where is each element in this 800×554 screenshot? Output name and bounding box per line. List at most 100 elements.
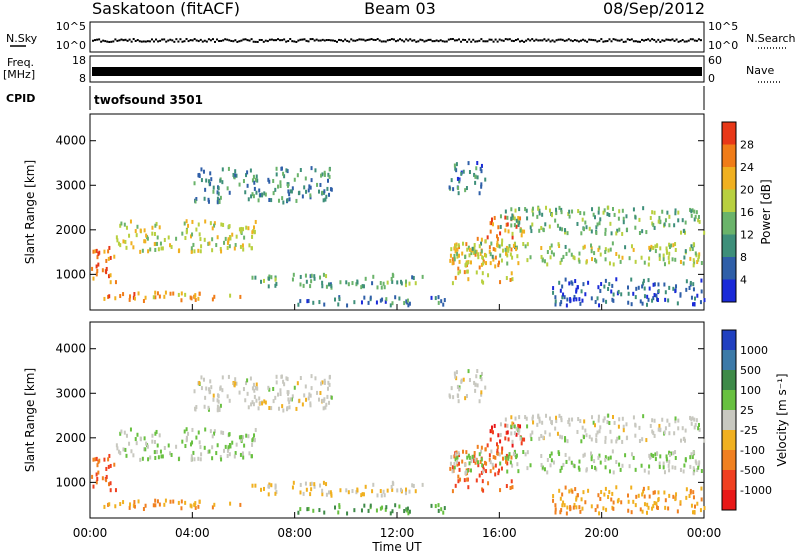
velocity-point — [621, 463, 624, 468]
power-point — [692, 263, 695, 268]
power-point — [309, 284, 312, 289]
velocity-point — [263, 486, 266, 491]
velocity-point — [229, 501, 232, 506]
velocity-point — [248, 451, 251, 456]
velocity-point — [295, 406, 298, 411]
noise-point — [628, 38, 631, 41]
power-point — [596, 296, 599, 301]
power-point — [488, 245, 491, 250]
noise-point — [527, 38, 530, 41]
velocity-point — [143, 436, 146, 441]
velocity-point — [159, 449, 162, 454]
power-point — [193, 249, 196, 254]
power-point — [691, 302, 694, 307]
velocity-point — [611, 415, 614, 420]
power-point — [356, 279, 359, 284]
power-point — [403, 301, 406, 306]
power-point — [505, 245, 508, 250]
power-point — [234, 173, 237, 178]
velocity-point — [270, 406, 273, 411]
power-point — [241, 243, 244, 248]
freq-trace — [92, 67, 702, 76]
velocity-point — [239, 502, 242, 507]
power-point — [668, 242, 671, 247]
velocity-point — [523, 437, 526, 442]
velocity-point — [581, 506, 584, 511]
power-point — [489, 261, 492, 266]
power-point — [144, 239, 147, 244]
velocity-point — [151, 433, 154, 438]
noise-point — [260, 38, 263, 41]
velocity-point — [309, 401, 312, 406]
velocity-point — [505, 484, 508, 489]
power-point — [210, 177, 213, 182]
power-point — [412, 275, 415, 280]
noise-point — [602, 40, 605, 43]
velocity-point — [668, 422, 671, 427]
power-point — [677, 210, 680, 215]
velocity-point — [574, 487, 577, 492]
power-point — [674, 257, 677, 262]
velocity-point — [338, 505, 341, 510]
velocity-point — [642, 486, 645, 491]
power-point — [504, 209, 507, 214]
colorbar-swatch — [722, 490, 736, 510]
power-point — [219, 195, 222, 200]
power-point — [632, 291, 635, 296]
y-tick-label: 4000 — [55, 134, 86, 148]
noise-tick-top-left: 10^5 — [56, 20, 86, 33]
velocity-point — [216, 408, 219, 413]
power-point — [511, 235, 514, 240]
velocity-point — [515, 426, 518, 431]
noise-point — [671, 38, 674, 41]
velocity-point — [124, 447, 127, 452]
power-point — [216, 196, 219, 201]
power-point — [452, 187, 455, 192]
noise-point — [449, 38, 452, 41]
velocity-point — [688, 493, 691, 498]
velocity-point — [700, 486, 703, 491]
velocity-point — [91, 474, 94, 479]
power-point — [689, 256, 692, 261]
velocity-point — [456, 462, 459, 467]
power-point — [608, 261, 611, 266]
noise-point — [437, 40, 440, 43]
velocity-point — [437, 508, 440, 513]
velocity-point — [490, 449, 493, 454]
power-point — [577, 209, 580, 214]
velocity-point — [328, 400, 331, 405]
power-point — [530, 229, 533, 234]
power-point — [252, 174, 255, 179]
velocity-point — [611, 449, 614, 454]
noise-point — [386, 39, 389, 42]
power-point — [125, 245, 128, 250]
power-point — [559, 288, 562, 293]
velocity-point — [122, 447, 125, 452]
noise-point — [413, 39, 416, 42]
velocity-point — [242, 455, 245, 460]
velocity-point — [261, 401, 264, 406]
velocity-point — [115, 443, 118, 448]
freq-panel: Freq. [MHz] 18 8 60 0 Nave — [3, 54, 780, 85]
power-point — [640, 255, 643, 260]
cpid-label: CPID — [6, 92, 35, 105]
velocity-point — [546, 470, 549, 475]
velocity-point — [256, 386, 259, 391]
velocity-point — [607, 413, 610, 418]
velocity-point — [197, 504, 200, 509]
power-point — [595, 259, 598, 264]
velocity-point — [492, 465, 495, 470]
velocity-point — [664, 505, 667, 510]
velocity-point — [136, 432, 139, 437]
time-x-axis: 00:00 04:00 08:00 12:00 16:00 20:00 00:00 — [73, 304, 721, 540]
velocity-point — [198, 380, 201, 385]
noise-point — [155, 38, 158, 41]
velocity-point — [530, 437, 533, 442]
velocity-point — [408, 489, 411, 494]
noise-point — [571, 40, 574, 43]
power-point — [185, 228, 188, 233]
velocity-point — [191, 440, 194, 445]
power-point — [194, 293, 197, 298]
power-point — [542, 227, 545, 232]
velocity-point — [379, 506, 382, 511]
